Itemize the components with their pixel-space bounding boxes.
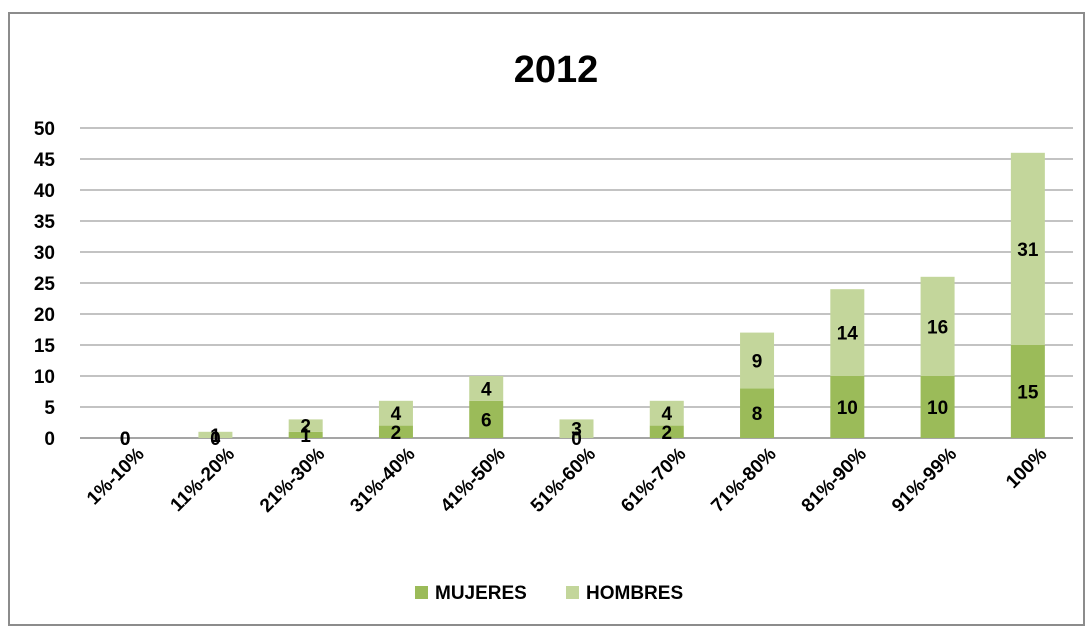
bar-mujeres: [830, 376, 865, 438]
data-label-hombres: 16: [927, 317, 948, 338]
y-tick-label: 40: [34, 181, 55, 202]
gridlines: [80, 127, 1073, 408]
y-tick-label: 50: [34, 119, 55, 140]
x-tick-label: 11%-20%: [167, 444, 239, 516]
data-label-mujeres: 1: [300, 426, 311, 447]
x-tick-label: 61%-70%: [617, 444, 690, 517]
bar-hombres: [920, 276, 955, 376]
x-tick-label: 100%: [1002, 444, 1051, 493]
data-label-mujeres: 10: [837, 398, 858, 419]
bar-hombres: [1010, 152, 1045, 345]
data-label-hombres: 0: [120, 429, 131, 450]
data-label-hombres: 31: [1017, 240, 1039, 261]
y-tick-label: 20: [34, 305, 55, 326]
data-label-hombres: 3: [571, 420, 582, 441]
bar-hombres: [649, 400, 684, 426]
y-tick-label: 0: [44, 429, 55, 450]
bar-mujeres: [649, 425, 684, 438]
x-tick-label: 21%-30%: [256, 444, 329, 517]
y-tick-label: 30: [34, 243, 55, 264]
data-label-hombres: 4: [661, 404, 672, 425]
data-label-mujeres: 10: [927, 398, 948, 419]
bar-mujeres: [378, 425, 413, 438]
y-tick-label: 45: [34, 150, 56, 171]
x-tick-label: 51%-60%: [527, 444, 600, 517]
data-label-mujeres: 0: [571, 429, 582, 450]
x-tick-label: 41%-50%: [437, 444, 510, 517]
data-label-hombres: 14: [837, 324, 859, 345]
x-tick-label: 91%-99%: [888, 444, 961, 517]
bars: [198, 152, 1045, 438]
y-tick-label: 10: [34, 367, 55, 388]
bar-hombres: [559, 419, 594, 438]
bar-mujeres: [740, 388, 775, 438]
legend: MUJERES HOMBRES: [415, 583, 683, 604]
data-label-hombres: 4: [481, 379, 492, 400]
data-label-mujeres: 6: [481, 410, 492, 431]
y-tick-label: 35: [34, 212, 56, 233]
data-label-mujeres: 0: [210, 429, 221, 450]
data-label-mujeres: 2: [661, 423, 672, 444]
data-label-hombres: 2: [300, 417, 311, 438]
bar-mujeres: [1010, 345, 1045, 438]
legend-label-hombres: HOMBRES: [586, 583, 683, 604]
legend-swatch-mujeres: [415, 586, 428, 599]
bar-hombres: [378, 400, 413, 426]
y-tick-label: 5: [44, 398, 55, 419]
bar-hombres: [288, 419, 323, 432]
bar-hombres: [740, 332, 775, 389]
bar-hombres: [830, 289, 865, 376]
chart-title: 2012: [514, 49, 599, 91]
legend-label-mujeres: MUJERES: [435, 583, 527, 604]
data-label-hombres: 1: [210, 426, 221, 447]
data-label-mujeres: 2: [391, 423, 402, 444]
bar-mujeres: [920, 376, 955, 438]
x-tick-label: 81%-90%: [798, 444, 871, 517]
data-label-mujeres: 15: [1017, 383, 1039, 404]
y-tick-label: 15: [34, 336, 56, 357]
bar-mujeres: [288, 431, 323, 438]
bar-mujeres: [469, 400, 504, 438]
chart-frame: [8, 12, 1085, 626]
bar-hombres: [469, 376, 504, 401]
x-tick-label: 1%-10%: [83, 444, 149, 510]
y-tick-label: 25: [34, 274, 56, 295]
x-tick-label: 71%-80%: [707, 444, 780, 517]
data-label-mujeres: 8: [752, 404, 763, 425]
legend-swatch-hombres: [566, 586, 579, 599]
data-label-hombres: 4: [391, 404, 402, 425]
data-label-mujeres: 0: [120, 429, 131, 450]
bar-hombres: [198, 431, 233, 438]
x-tick-label: 31%-40%: [346, 444, 419, 517]
x-axis: 1%-10% 11%-20% 21%-30% 31%-40% 41%-50% 51%-60…: [83, 444, 1051, 517]
data-label-hombres: 9: [752, 352, 763, 373]
